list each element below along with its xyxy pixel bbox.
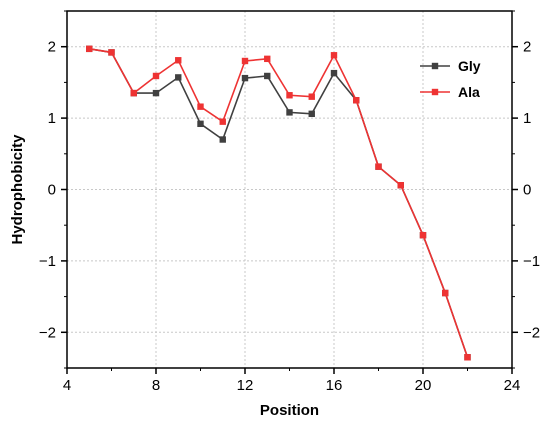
ala-point — [419, 231, 427, 239]
ala-point — [197, 103, 204, 110]
ala-point — [241, 57, 249, 65]
x-tick-label: 4 — [63, 377, 71, 394]
y-tick-label-left: 2 — [48, 39, 56, 56]
y-tick-label-left: −1 — [39, 253, 56, 270]
axis-ticks — [61, 10, 518, 374]
x-tick-label: 24 — [504, 377, 521, 394]
legend: Gly Ala — [420, 58, 481, 100]
x-axis-title: Position — [260, 402, 319, 419]
ala-point — [353, 97, 360, 104]
legend-item-gly: Gly — [420, 58, 481, 74]
ala-point — [464, 354, 471, 361]
ala-point — [108, 49, 115, 56]
legend-label-ala: Ala — [458, 84, 480, 100]
legend-swatch-marker — [431, 88, 439, 96]
gly-point — [330, 69, 338, 77]
ala-point — [375, 163, 382, 170]
ala-point — [308, 93, 315, 100]
legend-label-gly: Gly — [458, 58, 481, 74]
gly-point — [219, 136, 226, 143]
data-series — [86, 45, 471, 361]
y-axis-title: Hydrophobicity — [9, 134, 26, 245]
y-tick-label-right: −2 — [523, 324, 540, 341]
x-tick-label: 12 — [237, 377, 254, 394]
legend-swatch-marker — [431, 62, 439, 70]
x-tick-label: 20 — [415, 377, 432, 394]
x-tick-label: 16 — [326, 377, 343, 394]
gly-point — [286, 109, 293, 116]
gly-point — [175, 74, 182, 81]
ala-point — [219, 118, 226, 125]
y-tick-label-left: −2 — [39, 324, 56, 341]
gridlines — [67, 11, 512, 368]
y-tick-label-left: 0 — [48, 182, 56, 199]
ala-point — [442, 289, 449, 297]
ala-point — [330, 52, 338, 59]
ala-point — [152, 72, 160, 80]
ala-point — [175, 57, 182, 64]
legend-item-ala: Ala — [420, 84, 480, 100]
ala-point — [397, 182, 404, 189]
ala-point — [130, 89, 137, 97]
gly-point — [241, 74, 249, 82]
ala-point — [264, 55, 271, 63]
gly-point — [264, 72, 271, 80]
y-tick-label-right: 1 — [523, 110, 531, 127]
series-ala — [86, 45, 471, 361]
gly-point — [197, 120, 204, 128]
y-tick-label-left: 1 — [48, 110, 56, 127]
ala-point — [86, 45, 93, 53]
ala-point — [286, 92, 293, 99]
y-tick-label-right: −1 — [523, 253, 540, 270]
gly-point — [152, 89, 160, 97]
tick-labels: 4 8 12 16 20 24−2 −2−1 −10 01 12 2 — [39, 39, 540, 394]
ala-line — [89, 48, 469, 358]
y-tick-label-right: 2 — [523, 39, 531, 56]
y-tick-label-right: 0 — [523, 182, 531, 199]
gly-point — [308, 110, 315, 118]
x-tick-label: 8 — [152, 377, 160, 394]
